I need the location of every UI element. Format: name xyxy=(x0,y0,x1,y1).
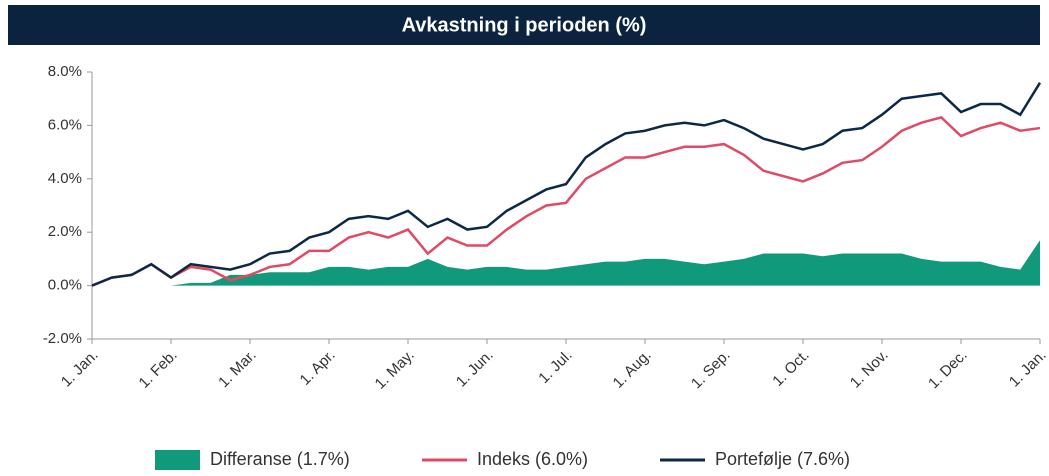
legend-label: Differanse (1.7%) xyxy=(210,449,350,469)
line xyxy=(91,82,1042,287)
x-tick-label: 1. Sep. xyxy=(688,347,734,393)
x-tick-label: 1. Jan. xyxy=(58,347,102,391)
line xyxy=(91,116,1041,287)
x-tick-label: 1. Apr. xyxy=(297,347,339,389)
chart-title: Avkastning i perioden (%) xyxy=(402,14,647,36)
x-tick-label: 1. Aug. xyxy=(610,347,655,392)
area xyxy=(92,240,1040,286)
x-tick-label: 1. Feb. xyxy=(136,347,181,392)
y-tick-label: 6.0% xyxy=(48,116,82,133)
x-tick-label: 1. Jul. xyxy=(535,347,575,387)
title-bar xyxy=(8,5,1040,45)
x-tick-label: 1. Nov. xyxy=(847,347,892,392)
y-tick-label: -2.0% xyxy=(43,330,82,347)
y-tick-label: 4.0% xyxy=(48,170,82,187)
y-tick-label: 2.0% xyxy=(48,223,82,240)
x-tick-label: 1. Oct. xyxy=(769,347,812,390)
legend-label: Indeks (6.0%) xyxy=(477,449,588,469)
y-tick-label: 0.0% xyxy=(48,277,82,294)
x-tick-label: 1. Dec. xyxy=(925,347,971,393)
x-tick-label: 1. Jan. xyxy=(1006,347,1049,391)
x-tick-label: 1. Jun. xyxy=(453,347,497,391)
y-tick-label: 8.0% xyxy=(48,63,82,80)
legend-label: Portefølje (7.6%) xyxy=(715,449,850,469)
x-tick-label: 1. Mar. xyxy=(215,347,259,391)
x-tick-label: 1. May. xyxy=(372,347,418,393)
legend-swatch xyxy=(155,450,200,470)
